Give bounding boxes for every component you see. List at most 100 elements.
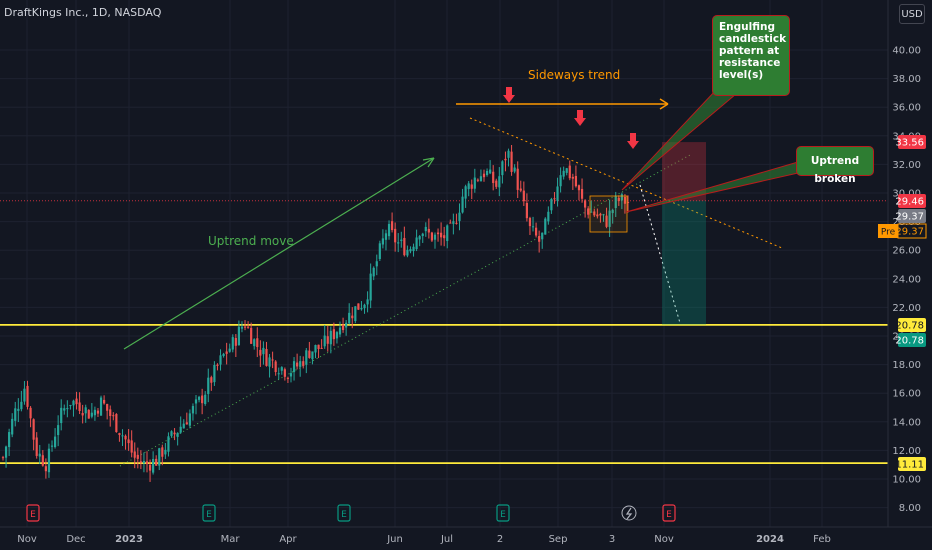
candle-body [99, 397, 103, 416]
candle-body [366, 299, 369, 305]
earnings-marker [202, 504, 216, 522]
candle-body [60, 407, 63, 424]
x-axis[interactable]: Nov Dec 2023 Mar Apr Jun Jul 2 Sep 3 Nov 2024 Feb E E E… [0, 504, 932, 545]
candle-body [357, 303, 360, 310]
candle-body [363, 304, 366, 309]
candle-body [243, 326, 247, 328]
candle-body [390, 221, 394, 231]
candle-body [430, 232, 434, 241]
dividend-icon [621, 505, 637, 521]
candle-body [458, 212, 461, 222]
candle-body [152, 459, 155, 473]
candle-body [541, 232, 544, 240]
x-tick-label: Nov [17, 534, 37, 545]
candle-body [204, 394, 207, 405]
candle-body [338, 327, 342, 335]
candle-body [461, 196, 464, 213]
candle-body [412, 246, 415, 252]
candle-body [29, 407, 32, 419]
candle-body [538, 235, 541, 242]
candle-body [577, 185, 581, 191]
price-tag-label: 29.46 [895, 197, 924, 208]
x-tick-label: Jun [386, 534, 403, 545]
x-tick-label: Dec [66, 534, 85, 545]
x-tick-label: Jul [440, 534, 453, 545]
candle-body [11, 418, 14, 435]
candle-body [197, 396, 201, 400]
candle-body [519, 188, 522, 191]
candle-body [314, 345, 317, 353]
candle-body [580, 188, 584, 199]
candle-body [375, 261, 378, 267]
y-tick-label: 24.00 [892, 274, 921, 285]
candle-body [240, 326, 244, 329]
candle-body [115, 414, 118, 433]
candle-body [173, 432, 176, 435]
projection-line [639, 184, 681, 324]
candle-body [584, 200, 587, 208]
candle-body [495, 180, 498, 187]
x-tick-label: Sep [549, 534, 568, 545]
candle-body [167, 436, 170, 452]
earnings-marker [496, 504, 510, 522]
candle-body [145, 461, 149, 465]
lightning-icon [625, 507, 633, 520]
y-tick-label: 18.00 [892, 360, 921, 371]
candle-body [531, 226, 535, 228]
candle-body [440, 232, 443, 238]
candle-body [299, 361, 302, 367]
candle-body [348, 312, 351, 324]
candle-body [544, 218, 547, 235]
candle-body [4, 446, 8, 458]
candle-body [323, 335, 326, 347]
price-tag-label: 33.56 [895, 138, 924, 149]
candle-body [436, 232, 440, 235]
candle-body [112, 415, 115, 417]
candle-body [1, 457, 5, 459]
price-tag [898, 318, 926, 332]
short-position-box[interactable] [662, 142, 706, 325]
candle-body [626, 201, 630, 203]
y-tick-label: 8.00 [899, 503, 921, 514]
candle-body [69, 404, 72, 406]
down-arrow-marker [574, 110, 586, 126]
y-tick-label: 22.00 [892, 303, 921, 314]
candle-body [498, 176, 501, 188]
candle-body [378, 243, 381, 260]
sideways-trend-label: Sideways trend [528, 68, 620, 82]
candle-body [473, 177, 476, 189]
drawing-overlays: Uptrend move Sideways trend [123, 68, 799, 350]
candle-body [341, 324, 345, 331]
candle-body [231, 337, 234, 350]
candle-body [406, 249, 409, 256]
currency-button[interactable]: USD [899, 4, 925, 24]
candle-body [225, 351, 228, 354]
candle-body [522, 190, 525, 202]
candle-body [136, 454, 139, 459]
candle-body [553, 198, 556, 200]
candles [1, 145, 630, 482]
candle-body [415, 237, 418, 250]
candle-body [253, 339, 256, 347]
candle-body [23, 388, 26, 402]
y-tick-label: 38.00 [892, 74, 921, 85]
candle-body [274, 361, 277, 373]
candle-body [476, 179, 479, 181]
candle-body [354, 306, 357, 322]
candle-body [155, 458, 158, 466]
price-tag-label: 20.78 [895, 321, 924, 332]
candle-body [614, 196, 617, 209]
candle-body [78, 402, 81, 412]
x-tick-label: 2024 [756, 534, 784, 545]
candle-body [268, 357, 271, 367]
candle-body [265, 348, 268, 366]
candle-body [286, 377, 290, 379]
uptrend-broken-callout-pointer [625, 161, 799, 213]
candle-body [424, 226, 427, 232]
candle-body [565, 168, 568, 173]
candle-body [427, 228, 430, 233]
candle-body [53, 436, 57, 448]
x-tick-label: 2023 [115, 534, 143, 545]
